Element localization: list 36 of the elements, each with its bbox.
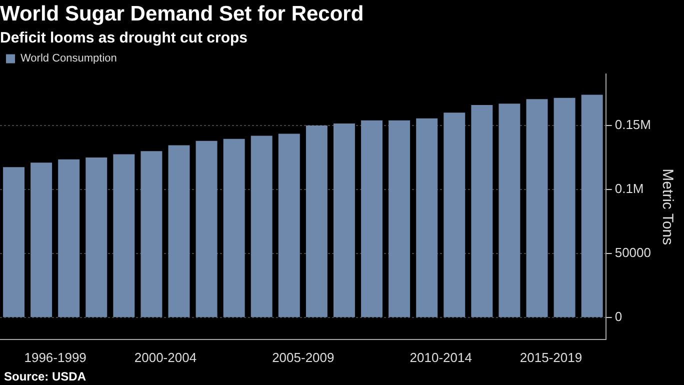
bar [388,120,410,318]
y-tick-label: 50000 [614,245,652,260]
bar [581,94,603,318]
bar [58,159,80,318]
chart-subtitle: Deficit looms as drought cut crops [0,29,248,46]
bar [498,104,520,318]
bar [196,140,218,318]
y-axis-title: Metric Tons [658,168,676,246]
source-note: Source: USDA [4,369,86,384]
chart-title: World Sugar Demand Set for Record [0,2,364,26]
bar [113,154,135,318]
bar [223,138,245,318]
bar [30,162,52,318]
y-tick-label: 0.15M [614,117,651,132]
bar [416,118,438,318]
x-tick-label: 2010-2014 [410,350,472,365]
legend-label: World Consumption [20,52,117,65]
bar [168,145,190,318]
y-tick-label: 0.1M [614,181,644,196]
x-tick-label: 2005-2009 [272,350,334,365]
bar [554,98,576,318]
bar [306,125,328,318]
bar [471,104,493,318]
bar [333,124,355,318]
bar [250,136,272,318]
bar [140,151,162,318]
bar [361,120,383,318]
bar [526,99,548,318]
x-tick-label: 1996-1999 [24,350,86,365]
bar [278,134,300,318]
x-tick-label: 2015-2019 [520,350,582,365]
bar [86,157,108,318]
bar [444,112,466,318]
bar [3,167,25,318]
x-tick-label: 2000-2004 [134,350,197,365]
y-tick-label: 0 [614,309,622,324]
